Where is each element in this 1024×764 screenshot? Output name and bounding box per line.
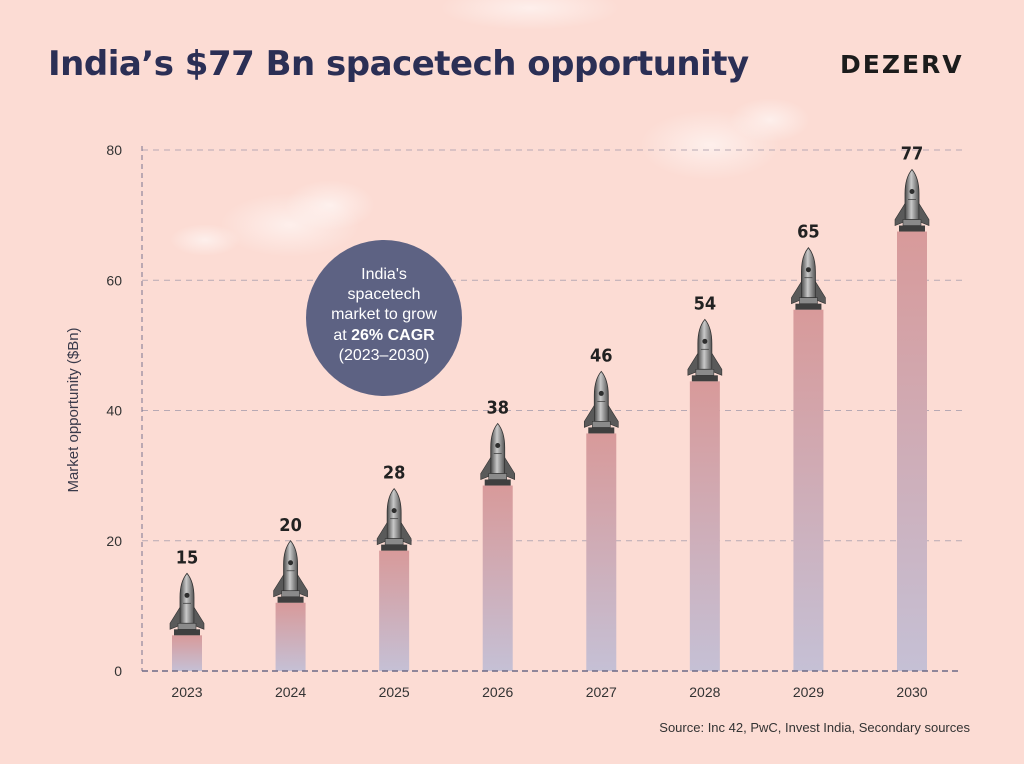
bars: 15 20 28 38 46 54 65 77 xyxy=(169,144,930,671)
x-tick-label: 2030 xyxy=(896,684,927,700)
gridlines xyxy=(142,149,962,542)
callout-line-4: at 26% CAGR xyxy=(333,327,435,344)
x-tick-label: 2028 xyxy=(689,684,720,700)
y-tick-label: 0 xyxy=(114,663,122,679)
rocket-icon xyxy=(894,168,930,232)
x-axis: 2023 2024 2025 2026 2027 2028 2029 2030 xyxy=(142,670,962,700)
bar xyxy=(172,635,202,671)
y-tick-label: 60 xyxy=(106,272,122,288)
x-tick-label: 2023 xyxy=(171,684,202,700)
callout-cagr: 26% CAGR xyxy=(351,327,435,344)
rocket-icon xyxy=(376,488,412,551)
x-tick-label: 2025 xyxy=(379,684,410,700)
y-tick-label: 80 xyxy=(106,142,122,158)
bar xyxy=(793,309,824,671)
data-label: 54 xyxy=(694,293,717,314)
brand-logo: DEZERV xyxy=(840,50,964,79)
data-label: 28 xyxy=(383,463,406,484)
x-tick-label: 2026 xyxy=(482,684,513,700)
y-tick-label: 40 xyxy=(106,403,122,419)
y-axis: 0 20 40 60 80 xyxy=(106,142,143,679)
bar xyxy=(689,381,720,671)
rocket-icon xyxy=(169,572,205,636)
callout-circle xyxy=(306,240,462,396)
bar xyxy=(897,231,927,671)
callout-line-1: India's xyxy=(361,266,407,283)
data-label: 38 xyxy=(486,398,509,419)
data-label: 46 xyxy=(590,345,613,366)
callout-line-2: spacetech xyxy=(348,286,421,303)
x-tick-label: 2029 xyxy=(793,684,824,700)
data-label: 77 xyxy=(901,144,924,165)
rocket-icon xyxy=(583,370,619,434)
bar xyxy=(379,550,410,671)
bar xyxy=(586,433,617,671)
data-label: 65 xyxy=(797,222,820,243)
x-tick-label: 2027 xyxy=(586,684,617,700)
chart-title: India’s $77 Bn spacetech opportunity xyxy=(48,44,749,84)
rocket-icon xyxy=(480,422,516,486)
data-label: 15 xyxy=(176,547,199,568)
cagr-callout: India's spacetech market to grow at 26% … xyxy=(306,240,462,396)
background-clouds xyxy=(170,0,810,257)
bar xyxy=(482,485,513,671)
y-tick-label: 20 xyxy=(106,533,122,549)
x-tick-label: 2024 xyxy=(275,684,306,700)
bar xyxy=(275,602,306,671)
rocket-icon xyxy=(791,247,826,310)
data-label: 20 xyxy=(279,515,302,536)
callout-line-3: market to grow xyxy=(331,306,437,323)
y-axis-label: Market opportunity ($Bn) xyxy=(65,327,82,492)
source-note: Source: Inc 42, PwC, Invest India, Secon… xyxy=(659,720,970,735)
rocket-icon xyxy=(687,318,723,382)
callout-line-4-prefix: at xyxy=(333,327,351,344)
rocket-icon xyxy=(273,540,308,603)
callout-line-5: (2023–2030) xyxy=(339,347,430,364)
